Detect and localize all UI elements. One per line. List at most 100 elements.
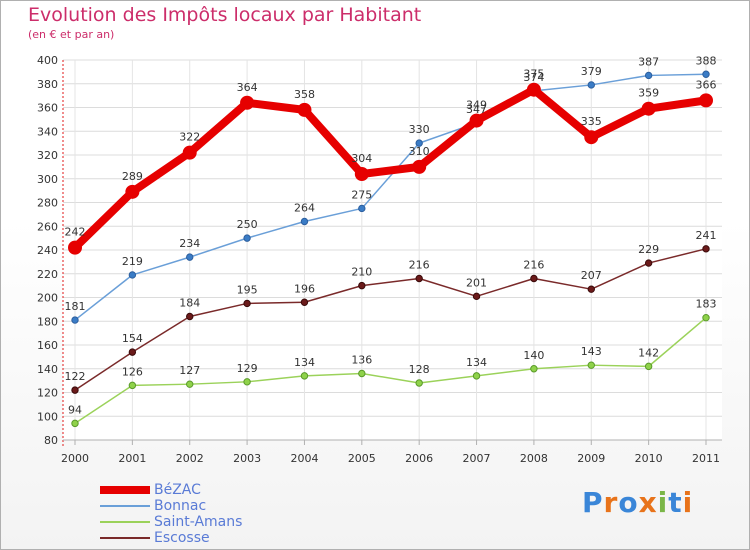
data-point-bezac	[182, 145, 197, 160]
logo-letter: i	[682, 486, 694, 519]
data-label-bezac: 364	[237, 81, 258, 94]
data-label-saint-amans: 134	[294, 356, 315, 369]
data-point-bonnac	[243, 234, 251, 242]
series-line-saint-amans	[74, 316, 707, 425]
x-tick-label: 2004	[290, 452, 318, 465]
data-label-bezac: 349	[466, 99, 487, 112]
data-label-bonnac: 181	[65, 300, 86, 313]
data-point-escosse	[472, 292, 481, 301]
legend-swatch-bonnac	[100, 505, 150, 507]
data-point-bonnac	[71, 316, 79, 324]
data-label-escosse: 122	[65, 370, 86, 383]
data-point-saint-amans	[300, 372, 309, 380]
data-point-bonnac	[300, 217, 309, 226]
data-label-bezac: 375	[523, 68, 544, 81]
data-label-escosse: 210	[351, 266, 372, 279]
data-label-bonnac: 387	[638, 55, 659, 68]
x-tick-label: 2001	[118, 452, 146, 465]
data-point-saint-amans	[530, 365, 538, 373]
data-label-bezac: 304	[351, 152, 372, 165]
y-tick-label: 220	[37, 268, 58, 281]
data-label-bezac: 366	[696, 78, 717, 91]
data-point-escosse	[71, 386, 79, 394]
data-label-escosse: 229	[638, 243, 659, 256]
data-label-escosse: 216	[523, 259, 544, 272]
legend-label-saint-amans: Saint-Amans	[154, 514, 243, 530]
legend-swatch-bezac	[100, 486, 150, 494]
data-point-bonnac	[587, 81, 595, 89]
y-tick-label: 100	[37, 410, 58, 423]
y-tick-label: 160	[37, 339, 58, 352]
x-tick-label: 2008	[520, 452, 548, 465]
data-label-saint-amans: 94	[68, 403, 82, 416]
y-tick-label: 400	[37, 54, 58, 67]
data-point-escosse	[186, 312, 194, 321]
data-label-bonnac: 330	[409, 123, 430, 136]
logo-letter: o	[618, 486, 639, 519]
data-point-bezac	[297, 102, 312, 117]
proxiti-logo: Proxiti	[582, 486, 693, 519]
data-label-bonnac: 388	[696, 54, 717, 67]
data-label-bezac: 335	[581, 115, 602, 128]
data-point-saint-amans	[358, 369, 366, 378]
x-tick-label: 2006	[405, 452, 433, 465]
y-tick-label: 120	[37, 387, 58, 400]
data-point-saint-amans	[243, 378, 251, 386]
y-tick-label: 280	[37, 197, 58, 210]
data-label-bonnac: 347	[466, 103, 487, 116]
series-line-escosse	[74, 248, 707, 391]
data-point-escosse	[702, 245, 710, 253]
legend-label-bezac: BéZAC	[154, 482, 201, 498]
data-label-bonnac: 374	[523, 71, 544, 84]
data-label-escosse: 195	[237, 283, 258, 296]
legend-swatch-escosse	[100, 537, 150, 539]
data-point-bonnac	[358, 204, 366, 213]
data-point-bonnac	[186, 253, 194, 261]
x-tick-label: 2003	[233, 452, 261, 465]
logo-letter: P	[582, 486, 604, 519]
chart-subtitle: (en € et par an)	[28, 28, 115, 41]
data-label-escosse: 196	[294, 282, 315, 295]
data-point-bonnac	[702, 70, 710, 78]
data-label-saint-amans: 136	[351, 354, 372, 367]
data-point-saint-amans	[186, 380, 194, 388]
series-line-bonnac	[74, 73, 707, 321]
chart-title: Evolution des Impôts locaux par Habitant	[28, 4, 422, 26]
y-tick-label: 140	[37, 363, 58, 376]
data-point-saint-amans	[702, 313, 710, 322]
data-label-bezac: 310	[409, 145, 430, 158]
data-point-saint-amans	[644, 362, 653, 371]
data-point-bezac	[699, 93, 713, 108]
x-tick-label: 2007	[463, 452, 491, 465]
data-point-bonnac	[415, 139, 423, 147]
data-label-saint-amans: 183	[696, 298, 717, 311]
y-tick-label: 340	[37, 125, 58, 138]
data-point-bezac	[469, 113, 484, 128]
data-label-saint-amans: 142	[638, 346, 659, 359]
data-label-escosse: 207	[581, 269, 602, 282]
data-label-bezac: 358	[294, 88, 315, 101]
x-tick-label: 2005	[348, 452, 376, 465]
data-label-saint-amans: 127	[179, 364, 200, 377]
data-point-bezac	[526, 82, 541, 97]
data-label-saint-amans: 134	[466, 356, 487, 369]
data-point-saint-amans	[415, 379, 423, 387]
data-point-bezac	[354, 167, 369, 181]
data-point-bezac	[68, 240, 82, 255]
data-label-saint-amans: 129	[237, 362, 258, 375]
data-point-escosse	[243, 299, 251, 308]
logo-letter: r	[603, 486, 619, 519]
data-point-bezac	[240, 95, 255, 110]
data-point-escosse	[530, 274, 538, 283]
x-tick-label: 2002	[176, 452, 204, 465]
y-tick-label: 200	[37, 292, 58, 305]
y-tick-label: 360	[37, 102, 58, 115]
data-point-bezac	[412, 159, 427, 174]
data-label-saint-amans: 140	[523, 349, 544, 362]
y-tick-label: 300	[37, 173, 58, 186]
data-point-escosse	[644, 259, 653, 267]
y-tick-label: 240	[37, 244, 58, 257]
data-label-bonnac: 275	[351, 188, 372, 201]
data-label-escosse: 184	[179, 297, 200, 310]
